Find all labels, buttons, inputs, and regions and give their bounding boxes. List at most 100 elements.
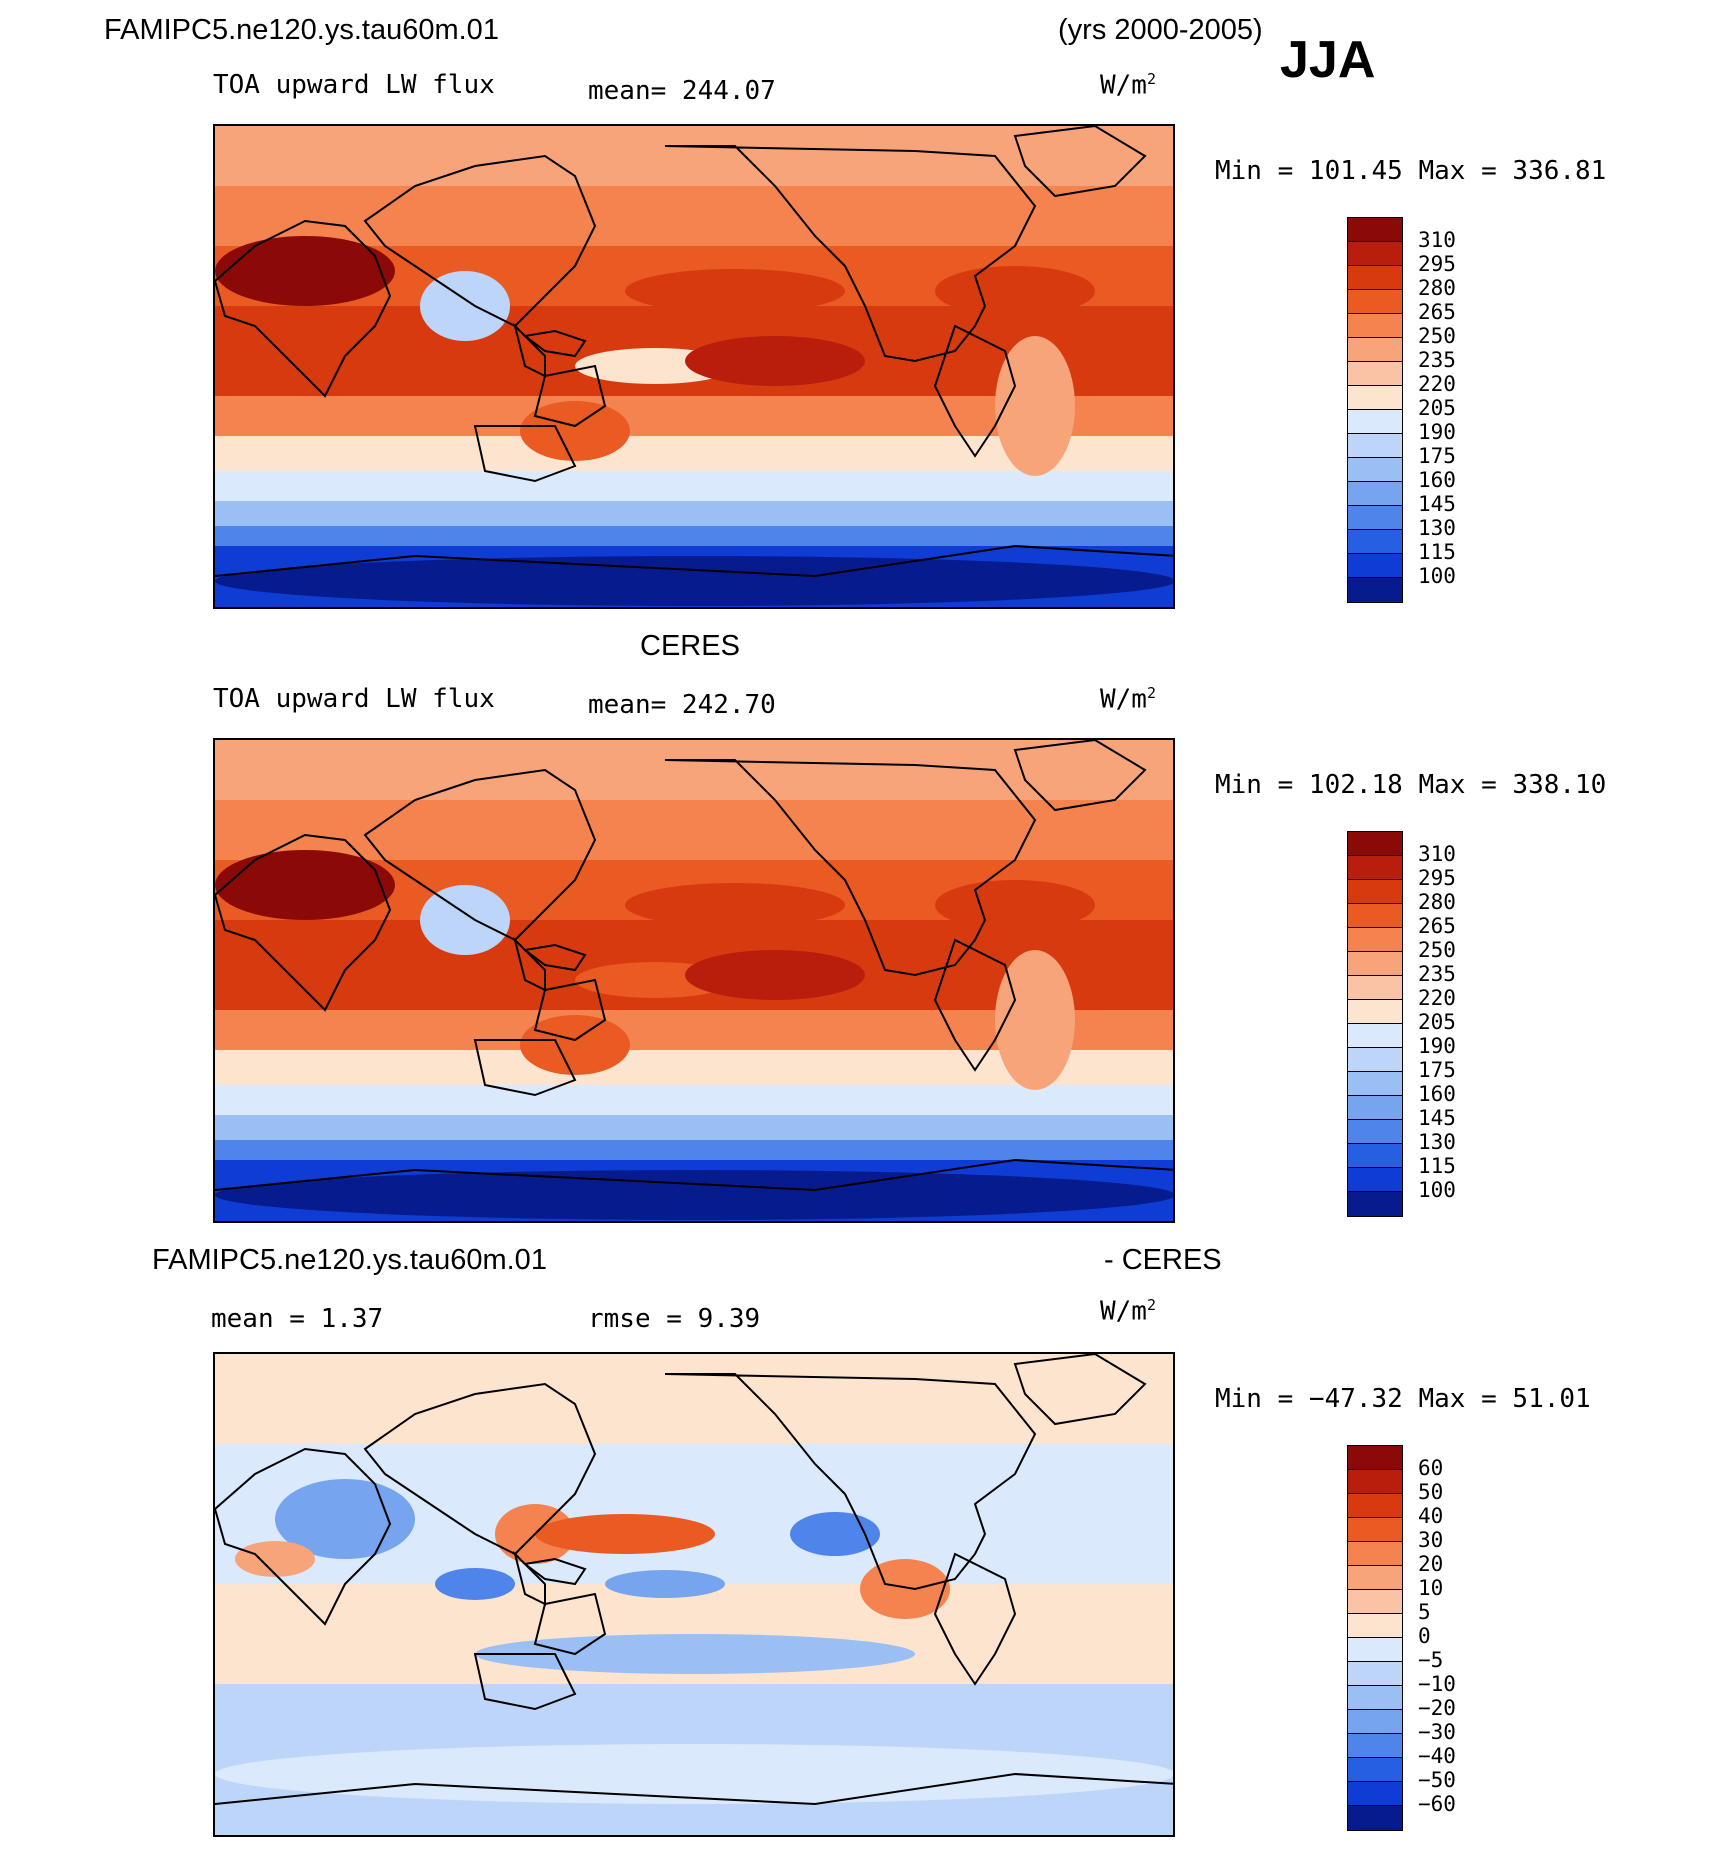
coastline — [215, 1772, 1173, 1806]
colorbar-box — [1348, 1072, 1402, 1096]
colorbar-box — [1348, 1566, 1402, 1590]
panel-obs-colorbar — [1347, 831, 1403, 1217]
colorbar-tick-label: 100 — [1418, 564, 1456, 588]
coastline — [473, 1653, 577, 1711]
field-feature — [435, 1568, 515, 1600]
colorbar-box — [1348, 1000, 1402, 1024]
colorbar-tick-label: 205 — [1418, 1010, 1456, 1034]
panel-diff-minmax: Min = −47.32 Max = 51.01 — [1215, 1384, 1591, 1414]
field-band — [215, 1354, 1173, 1444]
field-feature — [605, 1570, 725, 1598]
coastline — [522, 1557, 587, 1586]
field-feature — [935, 880, 1095, 930]
field-feature — [420, 885, 510, 955]
field-feature — [685, 950, 865, 1000]
colorbar-box — [1348, 880, 1402, 904]
field-feature — [420, 271, 510, 341]
colorbar-box — [1348, 928, 1402, 952]
field-feature — [215, 236, 395, 306]
coastline — [1013, 740, 1147, 812]
field-band — [215, 126, 1173, 186]
colorbar-tick-label: 30 — [1418, 1528, 1444, 1552]
colorbar-box — [1348, 856, 1402, 880]
colorbar-tick-label: 280 — [1418, 276, 1456, 300]
colorbar-box — [1348, 482, 1402, 506]
field-feature — [215, 850, 395, 920]
colorbar-box — [1348, 1144, 1402, 1168]
field-feature — [995, 336, 1075, 476]
colorbar-tick-label: 40 — [1418, 1504, 1444, 1528]
field-band — [215, 1085, 1173, 1115]
colorbar-tick-label: 295 — [1418, 866, 1456, 890]
colorbar-tick-label: 130 — [1418, 516, 1456, 540]
coastline — [664, 1373, 1037, 1591]
field-feature — [475, 1634, 915, 1674]
panel-diff-mean: mean = 1.37 — [211, 1304, 384, 1334]
field-feature — [215, 556, 1173, 606]
panel-obs-title: CERES — [640, 630, 740, 662]
panel-diff-title: FAMIPC5.ne120.ys.tau60m.01 — [152, 1244, 547, 1276]
coastline — [1013, 1354, 1147, 1426]
coastline — [363, 1382, 597, 1556]
colorbar-box — [1348, 976, 1402, 1000]
case-title: FAMIPC5.ne120.ys.tau60m.01 — [104, 14, 499, 46]
colorbar-box — [1348, 362, 1402, 386]
colorbar-box — [1348, 578, 1402, 602]
season-label: JJA — [1280, 31, 1376, 89]
field-feature — [520, 401, 630, 461]
coastline — [533, 364, 607, 428]
colorbar-tick-label: 145 — [1418, 492, 1456, 516]
panel-obs-minmax: Min = 102.18 Max = 338.10 — [1215, 770, 1607, 800]
colorbar-box — [1348, 1518, 1402, 1542]
colorbar-tick-label: 190 — [1418, 420, 1456, 444]
coastline — [933, 324, 1017, 458]
colorbar-box — [1348, 1494, 1402, 1518]
coastline — [363, 154, 597, 328]
colorbar-box — [1348, 410, 1402, 434]
colorbar-tick-label: 235 — [1418, 962, 1456, 986]
colorbar-box — [1348, 1662, 1402, 1686]
colorbar-box — [1348, 1470, 1402, 1494]
panel-diff-map-field — [215, 1354, 1173, 1835]
colorbar-box — [1348, 218, 1402, 242]
field-band — [215, 526, 1173, 546]
colorbar-box — [1348, 1192, 1402, 1216]
field-feature — [625, 883, 845, 927]
field-feature — [625, 269, 845, 313]
colorbar-tick-label: 190 — [1418, 1034, 1456, 1058]
colorbar-tick-label: 145 — [1418, 1106, 1456, 1130]
colorbar-box — [1348, 832, 1402, 856]
coastline — [933, 938, 1017, 1072]
field-band — [215, 471, 1173, 501]
colorbar-tick-label: 280 — [1418, 890, 1456, 914]
field-band — [215, 800, 1173, 860]
panel-obs-variable: TOA upward LW flux — [213, 684, 495, 714]
panel-model-minmax: Min = 101.45 Max = 336.81 — [1215, 156, 1607, 186]
colorbar-tick-label: 250 — [1418, 938, 1456, 962]
coastline — [215, 1158, 1173, 1192]
colorbar-tick-label: −60 — [1418, 1792, 1456, 1816]
colorbar-tick-label: −20 — [1418, 1696, 1456, 1720]
field-feature — [520, 1015, 630, 1075]
field-feature — [235, 1541, 315, 1577]
colorbar-tick-label: 295 — [1418, 252, 1456, 276]
colorbar-box — [1348, 1120, 1402, 1144]
colorbar-box — [1348, 1734, 1402, 1758]
coastline — [363, 768, 597, 942]
coastline — [473, 1039, 577, 1097]
colorbar-tick-label: −50 — [1418, 1768, 1456, 1792]
panel-obs-map-field — [215, 740, 1173, 1221]
colorbar-tick-label: 250 — [1418, 324, 1456, 348]
coastline — [664, 759, 1037, 977]
colorbar-tick-label: 220 — [1418, 372, 1456, 396]
colorbar-box — [1348, 1686, 1402, 1710]
coastline — [533, 978, 607, 1042]
colorbar-box — [1348, 1590, 1402, 1614]
panel-model-units: W/m2 — [1100, 70, 1156, 101]
colorbar-tick-label: 175 — [1418, 1058, 1456, 1082]
colorbar-box — [1348, 458, 1402, 482]
panel-model-colorbar — [1347, 217, 1403, 603]
colorbar-tick-label: 0 — [1418, 1624, 1431, 1648]
colorbar-tick-label: 160 — [1418, 1082, 1456, 1106]
colorbar-box — [1348, 1758, 1402, 1782]
